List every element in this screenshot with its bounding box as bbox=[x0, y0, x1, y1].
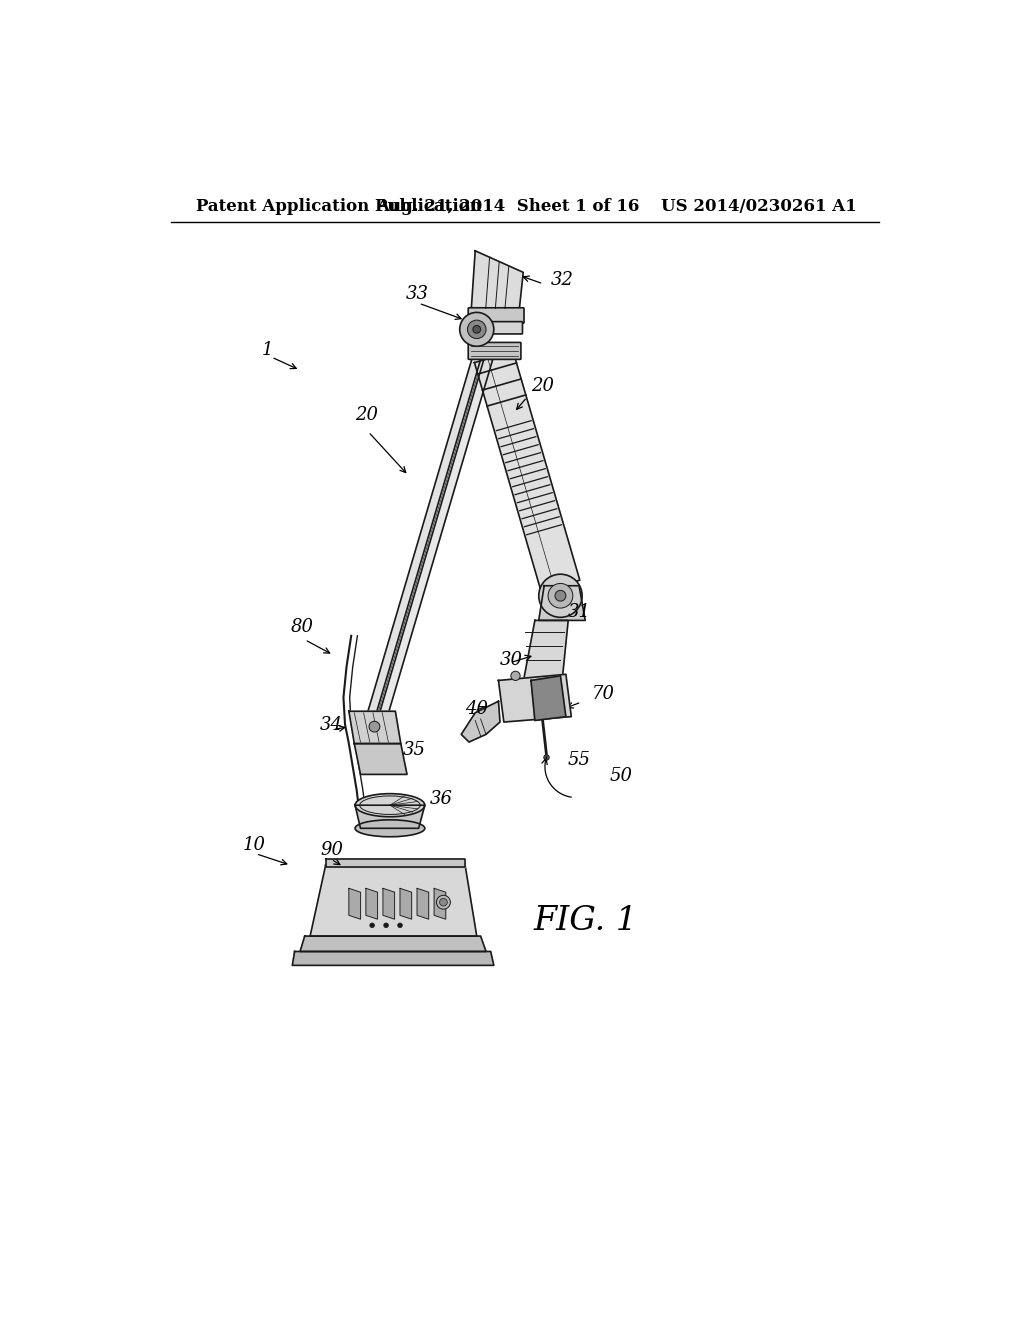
Text: FIG. 1: FIG. 1 bbox=[534, 904, 637, 937]
Polygon shape bbox=[368, 354, 481, 714]
Polygon shape bbox=[366, 888, 378, 919]
Polygon shape bbox=[471, 251, 523, 309]
Ellipse shape bbox=[355, 820, 425, 837]
Polygon shape bbox=[417, 888, 429, 919]
Circle shape bbox=[436, 895, 451, 909]
Circle shape bbox=[555, 590, 566, 601]
Circle shape bbox=[370, 923, 375, 928]
Polygon shape bbox=[300, 936, 486, 952]
Polygon shape bbox=[474, 351, 580, 591]
Polygon shape bbox=[383, 888, 394, 919]
Text: US 2014/0230261 A1: US 2014/0230261 A1 bbox=[660, 198, 856, 215]
FancyBboxPatch shape bbox=[468, 342, 521, 359]
Polygon shape bbox=[292, 952, 494, 965]
Circle shape bbox=[397, 923, 402, 928]
Polygon shape bbox=[539, 586, 586, 620]
Circle shape bbox=[460, 313, 494, 346]
Circle shape bbox=[467, 319, 486, 339]
Text: 20: 20 bbox=[355, 407, 378, 424]
Circle shape bbox=[539, 574, 583, 618]
Ellipse shape bbox=[355, 793, 425, 817]
FancyBboxPatch shape bbox=[468, 308, 524, 323]
Text: 1: 1 bbox=[261, 341, 272, 359]
Polygon shape bbox=[434, 888, 445, 919]
Text: 10: 10 bbox=[243, 836, 265, 854]
Polygon shape bbox=[379, 358, 493, 717]
Polygon shape bbox=[354, 743, 407, 775]
Polygon shape bbox=[326, 859, 465, 867]
Polygon shape bbox=[461, 701, 500, 742]
Polygon shape bbox=[531, 676, 566, 721]
Polygon shape bbox=[499, 675, 571, 722]
Polygon shape bbox=[349, 711, 400, 743]
Text: 55: 55 bbox=[567, 751, 591, 770]
Text: 33: 33 bbox=[406, 285, 428, 302]
Circle shape bbox=[369, 721, 380, 733]
Circle shape bbox=[544, 755, 549, 760]
Circle shape bbox=[548, 583, 572, 609]
Circle shape bbox=[384, 923, 388, 928]
Text: 32: 32 bbox=[550, 272, 573, 289]
Circle shape bbox=[473, 326, 480, 333]
Text: 50: 50 bbox=[610, 767, 633, 784]
Polygon shape bbox=[523, 620, 568, 682]
Text: 20: 20 bbox=[531, 378, 554, 395]
Polygon shape bbox=[349, 888, 360, 919]
Polygon shape bbox=[400, 888, 412, 919]
Text: 34: 34 bbox=[321, 715, 343, 734]
Text: 36: 36 bbox=[430, 789, 454, 808]
Text: 31: 31 bbox=[568, 602, 591, 620]
Text: Aug. 21, 2014  Sheet 1 of 16: Aug. 21, 2014 Sheet 1 of 16 bbox=[376, 198, 639, 215]
Text: 40: 40 bbox=[465, 701, 488, 718]
Text: 90: 90 bbox=[321, 841, 343, 859]
Text: 30: 30 bbox=[500, 651, 523, 669]
Polygon shape bbox=[355, 805, 425, 829]
Polygon shape bbox=[310, 866, 477, 936]
Text: 70: 70 bbox=[592, 685, 614, 704]
Circle shape bbox=[439, 899, 447, 906]
Text: 80: 80 bbox=[291, 618, 313, 636]
FancyBboxPatch shape bbox=[470, 322, 522, 334]
Text: Patent Application Publication: Patent Application Publication bbox=[197, 198, 482, 215]
Text: 35: 35 bbox=[403, 741, 426, 759]
Circle shape bbox=[511, 671, 520, 681]
